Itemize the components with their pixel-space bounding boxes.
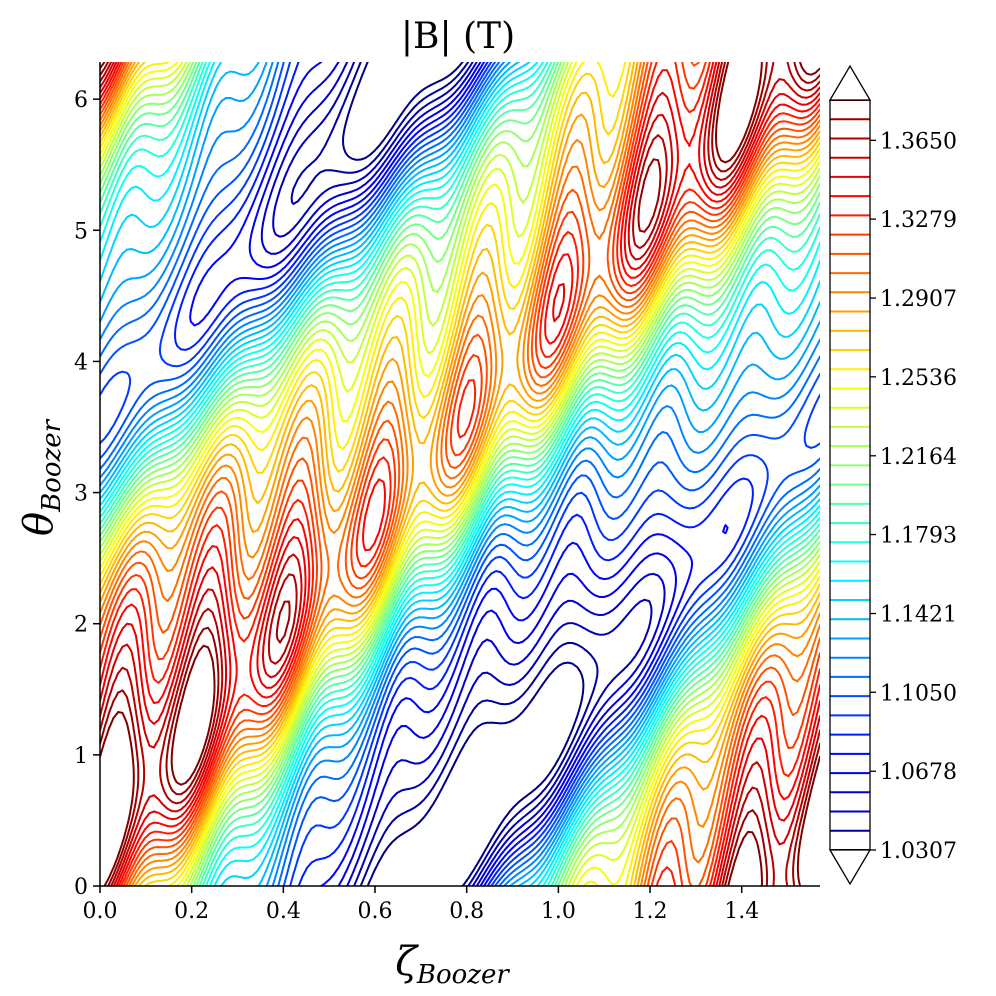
contour-level-20	[100, 62, 820, 886]
colorbar-tick-label: 1.3279	[880, 208, 957, 233]
colorbar-extend-min	[828, 849, 872, 886]
y-tick-label: 3	[74, 482, 88, 507]
y-tick-label: 5	[74, 219, 88, 244]
x-tick-label: 0.4	[266, 899, 301, 924]
colorbar-tick-label: 1.0678	[880, 760, 957, 785]
y-tick-label: 2	[74, 613, 88, 638]
x-tick-label: 0.0	[83, 899, 118, 924]
x-tick-label: 0.6	[358, 899, 393, 924]
colorbar: 1.0307 1.0678 1.1050 1.1421 1.1793 1.2164 1.25…	[828, 64, 957, 886]
y-tick-label: 0	[74, 875, 88, 900]
contour-level-13	[100, 62, 820, 886]
colorbar-tick-label: 1.0307	[880, 839, 957, 864]
y-tick-label: 1	[74, 744, 88, 769]
contour-level-1	[342, 62, 585, 886]
contour-level-11	[100, 62, 820, 886]
colorbar-tick-label: 1.1793	[880, 524, 957, 549]
colorbar-tick-label: 1.2907	[880, 287, 957, 312]
contour-level-8	[100, 62, 820, 886]
contour-level-5	[248, 62, 677, 886]
x-tick-label: 0.2	[174, 899, 209, 924]
contour-level-35	[100, 62, 820, 886]
colorbar-tick-label: 1.2536	[880, 366, 957, 391]
colorbar-tick-label: 1.1421	[880, 603, 957, 628]
contour-level-12	[100, 62, 820, 886]
contour-level-18	[100, 62, 820, 886]
contour-level-31	[100, 62, 820, 886]
contour-level-24	[100, 62, 820, 886]
contour-level-7	[174, 62, 754, 886]
contour-level-34	[100, 62, 820, 886]
axes: 0.0 0.2 0.4 0.6 0.8 1.0 1.2 1.4 0 1 2 3 4 5 6	[74, 62, 820, 924]
colorbar-extend-max	[828, 64, 872, 101]
x-tick-label: 1.0	[541, 899, 576, 924]
x-tick-label: 1.4	[724, 899, 759, 924]
x-tick-label: 1.2	[633, 899, 668, 924]
contour-level-9	[100, 62, 820, 886]
y-tick-label: 4	[74, 350, 88, 375]
contour-level-16	[100, 62, 820, 886]
contour-level-22	[100, 62, 820, 886]
contour-level-17	[100, 62, 820, 886]
contour-level-37	[100, 62, 820, 886]
contour-level-23	[100, 62, 820, 886]
x-tick-label: 0.8	[449, 899, 484, 924]
contour-level-28	[100, 62, 820, 886]
colorbar-tick-label: 1.3650	[880, 129, 957, 154]
contour-level-36	[100, 62, 820, 886]
contour-level-29	[100, 62, 820, 886]
colorbar-tick-label: 1.1050	[880, 681, 957, 706]
contour-level-33	[100, 62, 820, 886]
contour-level-39	[100, 62, 820, 886]
contour-level-26	[100, 62, 820, 886]
contour-level-30	[100, 62, 820, 886]
contour-level-40	[100, 62, 820, 886]
colorbar-tick-label: 1.2164	[880, 445, 957, 470]
chart-title: |B| (T)	[401, 16, 515, 57]
y-axis-label: θBoozer	[16, 418, 67, 536]
contour-level-19	[100, 62, 820, 886]
contour-level-25	[100, 62, 820, 886]
contour-level-3	[272, 62, 653, 886]
contour-level-32	[100, 62, 820, 886]
plot-area	[100, 62, 820, 886]
contour-level-10	[100, 62, 820, 886]
contour-level-15	[100, 62, 820, 886]
contour-level-38	[100, 62, 820, 886]
y-tick-label: 6	[74, 88, 88, 113]
contour-level-21	[100, 62, 820, 886]
x-axis-label: ζBoozer	[395, 939, 510, 990]
contour-level-6	[189, 62, 729, 886]
